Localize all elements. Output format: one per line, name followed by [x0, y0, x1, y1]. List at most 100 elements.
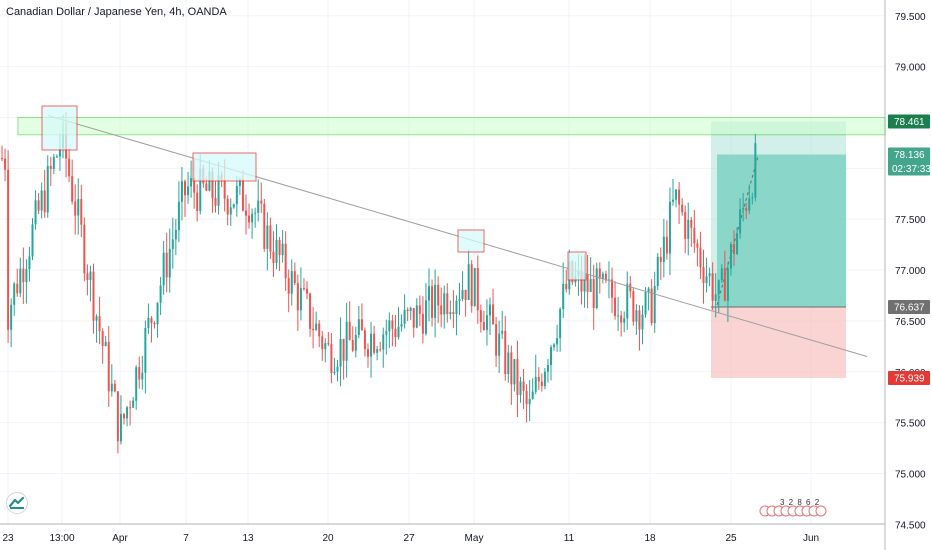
candle-body	[315, 323, 318, 331]
candle-body	[58, 148, 61, 157]
current-price-label-bg	[888, 147, 930, 176]
candle-body	[748, 198, 751, 211]
candle-body	[473, 268, 476, 307]
y-tick-label: 75.500	[895, 419, 926, 430]
candle-body	[458, 299, 461, 301]
candle-body	[614, 297, 617, 317]
candle-body	[241, 179, 244, 211]
candle-body	[168, 248, 171, 278]
candle-body	[333, 371, 336, 374]
candle-body	[190, 178, 193, 187]
candle-body	[28, 256, 31, 270]
candle-body	[275, 239, 278, 263]
tradingview-logo-icon[interactable]	[6, 492, 28, 514]
x-tick-label: 23	[2, 533, 14, 544]
candle-body	[650, 288, 653, 324]
candle-body	[232, 204, 235, 208]
x-tick-label: Apr	[112, 533, 128, 544]
candle-body	[55, 156, 58, 158]
candle-body	[363, 330, 366, 350]
candle-body	[382, 334, 385, 350]
candle-body	[205, 183, 208, 191]
candle-body	[174, 230, 177, 240]
x-tick-label: 7	[183, 533, 189, 544]
candle-body	[693, 227, 696, 244]
candle-body	[281, 243, 284, 256]
candle-body	[138, 367, 141, 380]
candle-body	[367, 349, 369, 357]
candle-body	[513, 359, 516, 385]
candle-body	[162, 252, 165, 286]
candle-body	[531, 391, 534, 399]
candle-body	[345, 321, 348, 361]
candle-body	[424, 300, 427, 334]
candle-body	[723, 268, 726, 301]
bar-countdown-label: 02:37:33	[892, 164, 931, 175]
candle-body	[409, 307, 412, 311]
candle-body	[327, 343, 330, 345]
x-tick-label: 18	[644, 533, 656, 544]
candle-body	[702, 267, 705, 284]
candle-body	[543, 371, 546, 387]
y-tick-label: 79.000	[895, 63, 926, 74]
candle-body	[656, 256, 659, 287]
candle-body	[388, 320, 391, 332]
candle-body	[116, 391, 119, 442]
candle-body	[89, 271, 92, 281]
candle-body	[434, 284, 437, 318]
candle-body	[662, 236, 665, 262]
candle-body	[211, 171, 214, 199]
candle-body	[177, 201, 180, 231]
candle-body	[620, 315, 623, 323]
candle-body	[516, 359, 519, 396]
candle-body	[351, 340, 354, 351]
candle-body	[431, 286, 434, 318]
candle-body	[644, 291, 647, 315]
candle-body	[245, 210, 247, 216]
candle-body	[74, 201, 77, 216]
candle-body	[476, 268, 479, 311]
candle-body	[641, 314, 644, 330]
candle-body	[443, 293, 446, 315]
candle-body	[455, 300, 458, 315]
candle-body	[659, 256, 662, 262]
candles	[1, 112, 757, 454]
entry-price-label: 76.637	[894, 302, 925, 313]
candle-body	[83, 224, 86, 274]
candle-body	[696, 243, 699, 248]
candle-body	[147, 317, 150, 329]
candle-body	[293, 271, 296, 284]
candle-body	[272, 251, 275, 263]
candle-body	[391, 320, 394, 329]
candle-body	[580, 270, 583, 292]
candle-body	[537, 376, 540, 382]
loss-zone	[711, 306, 846, 378]
candle-body	[135, 367, 138, 401]
candle-body	[68, 158, 71, 177]
candle-body	[31, 224, 34, 257]
candle-body	[278, 239, 281, 256]
y-tick-label: 75.000	[895, 469, 926, 480]
candle-body	[504, 330, 507, 375]
candle-body	[229, 207, 232, 215]
candle-body	[495, 324, 498, 356]
event-count-label: 3 2 8 6 2	[780, 498, 820, 507]
candle-body	[440, 305, 443, 315]
swing-high-box	[192, 152, 257, 182]
candle-body	[446, 293, 449, 315]
candle-body	[254, 212, 257, 214]
candle-body	[101, 331, 104, 346]
candle-body	[687, 219, 690, 239]
candle-body	[733, 244, 735, 254]
candle-body	[80, 199, 83, 225]
candle-body	[336, 366, 339, 372]
candle-body	[638, 310, 641, 330]
candle-body	[7, 169, 10, 330]
candle-body	[510, 352, 513, 385]
candle-body	[235, 185, 238, 205]
candle-body	[714, 294, 717, 301]
candle-body	[681, 204, 684, 213]
candle-body	[226, 198, 229, 215]
candle-body	[522, 381, 525, 391]
